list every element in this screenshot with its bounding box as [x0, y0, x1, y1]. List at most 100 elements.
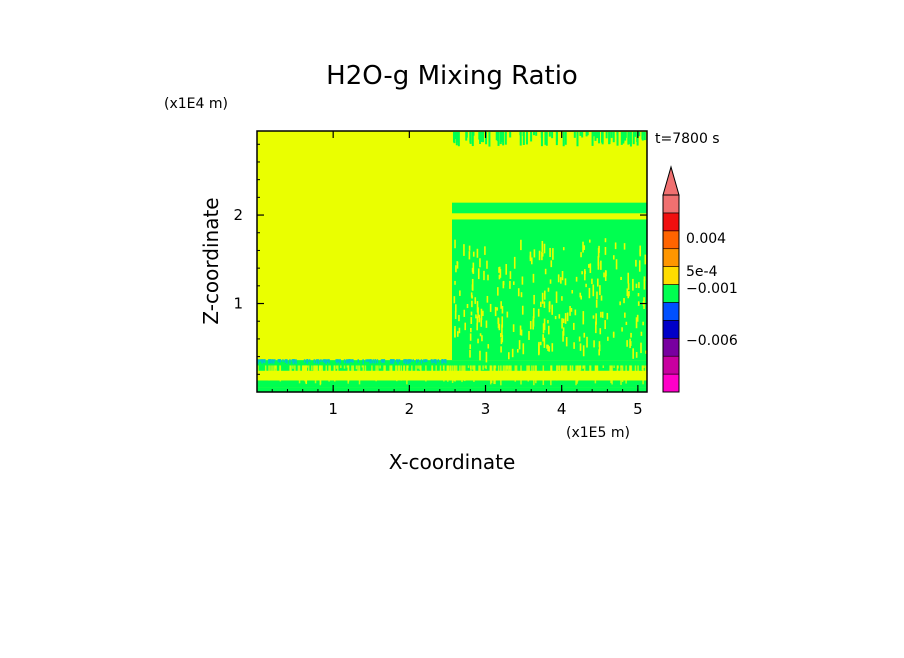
field-streak — [507, 365, 509, 374]
field-streak — [617, 365, 619, 369]
field-streak — [318, 365, 321, 379]
field-streak — [586, 336, 588, 348]
y-tick-label: 1 — [233, 295, 243, 313]
field-streak — [405, 359, 407, 362]
field-streak — [533, 294, 535, 305]
field-streak — [625, 365, 627, 384]
field-streak — [519, 132, 522, 146]
field-streak — [315, 359, 318, 364]
field-streak — [282, 359, 284, 362]
field-streak — [597, 262, 600, 270]
field-streak — [544, 132, 547, 145]
field-streak — [498, 267, 500, 273]
field-streak — [441, 359, 444, 364]
x-scale-label: (x1E5 m) — [566, 425, 630, 441]
field-streak — [404, 359, 406, 363]
field-streak — [433, 359, 436, 363]
field-streak — [522, 132, 525, 145]
field-streak — [479, 365, 481, 378]
field-streak — [583, 245, 586, 250]
field-streak — [528, 331, 530, 340]
field-streak — [582, 319, 585, 325]
colorbar-label: −0.006 — [686, 333, 738, 349]
field-streak — [550, 365, 552, 386]
field-streak — [594, 365, 597, 384]
field-streak — [593, 340, 595, 348]
field-streak — [530, 132, 533, 142]
field-streak — [511, 348, 514, 358]
field-streak — [478, 132, 481, 140]
field-streak — [278, 359, 281, 363]
field-streak — [290, 365, 292, 374]
plot-area — [257, 131, 647, 392]
field-streak — [454, 239, 456, 249]
field-streak — [525, 132, 528, 145]
field-streak — [642, 365, 644, 385]
field-streak — [321, 365, 324, 376]
field-streak — [411, 365, 413, 371]
field-streak — [606, 312, 609, 320]
field-streak — [610, 132, 613, 138]
field-streak — [315, 365, 318, 379]
field-streak — [303, 359, 306, 363]
field-streak — [589, 365, 591, 374]
field-streak — [397, 359, 399, 365]
field-streak — [625, 321, 628, 325]
field-streak — [555, 365, 558, 381]
field-streak — [538, 250, 541, 261]
field-streak — [560, 277, 562, 284]
field-streak — [430, 359, 433, 362]
field-streak — [546, 344, 548, 349]
field-streak — [433, 359, 435, 363]
field-streak — [619, 301, 621, 306]
field-streak — [395, 365, 397, 377]
field-streak — [306, 359, 308, 364]
field-streak — [450, 365, 452, 380]
field-streak — [339, 359, 341, 364]
field-streak — [303, 365, 305, 379]
field-streak — [500, 301, 502, 309]
field-streak — [548, 132, 551, 137]
field-streak — [579, 343, 582, 351]
field-streak — [616, 365, 619, 380]
field-streak — [537, 308, 540, 317]
field-streak — [477, 268, 480, 280]
field-streak — [455, 304, 457, 313]
field-streak — [500, 338, 503, 345]
field-streak — [462, 365, 465, 373]
field-streak — [454, 310, 457, 320]
field-streak — [274, 359, 276, 362]
field-streak — [501, 324, 503, 337]
field-streak — [605, 132, 608, 139]
field-streak — [529, 321, 532, 330]
field-streak — [612, 132, 615, 143]
field-streak — [500, 365, 502, 386]
field-streak — [497, 287, 499, 296]
field-streak — [509, 271, 512, 279]
field-streak — [374, 359, 377, 362]
field-streak — [564, 313, 567, 324]
field-streak — [561, 296, 563, 301]
field-streak — [530, 257, 533, 265]
field-streak — [380, 359, 383, 362]
field-streak — [351, 359, 353, 363]
field-streak — [366, 359, 369, 362]
field-streak — [496, 307, 498, 311]
field-streak — [579, 365, 581, 375]
field-streak — [641, 365, 644, 371]
plot-frame — [256, 130, 648, 393]
field-streak — [447, 365, 449, 371]
field-streak — [485, 365, 487, 370]
field-streak — [635, 351, 638, 358]
field-region — [257, 380, 647, 388]
colorbar-segment — [662, 355, 680, 375]
field-streak — [535, 132, 538, 136]
field-streak — [343, 365, 346, 369]
field-streak — [262, 359, 265, 362]
field-streak — [551, 304, 553, 315]
field-streak — [415, 359, 418, 364]
field-streak — [408, 359, 411, 364]
field-streak — [613, 365, 615, 368]
field-streak — [333, 365, 335, 376]
field-streak — [595, 299, 598, 308]
